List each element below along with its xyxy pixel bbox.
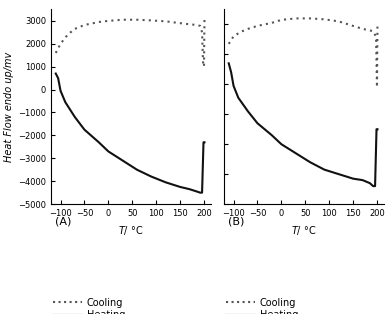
Y-axis label: Heat Flow endo up/mv: Heat Flow endo up/mv xyxy=(4,51,14,162)
Legend: Cooling, Heating: Cooling, Heating xyxy=(53,297,125,314)
X-axis label: $T$/ °C: $T$/ °C xyxy=(118,224,144,236)
Text: (B): (B) xyxy=(228,217,244,227)
X-axis label: $T$/ °C: $T$/ °C xyxy=(291,224,317,236)
Legend: Cooling, Heating: Cooling, Heating xyxy=(226,297,298,314)
Text: (A): (A) xyxy=(55,217,71,227)
